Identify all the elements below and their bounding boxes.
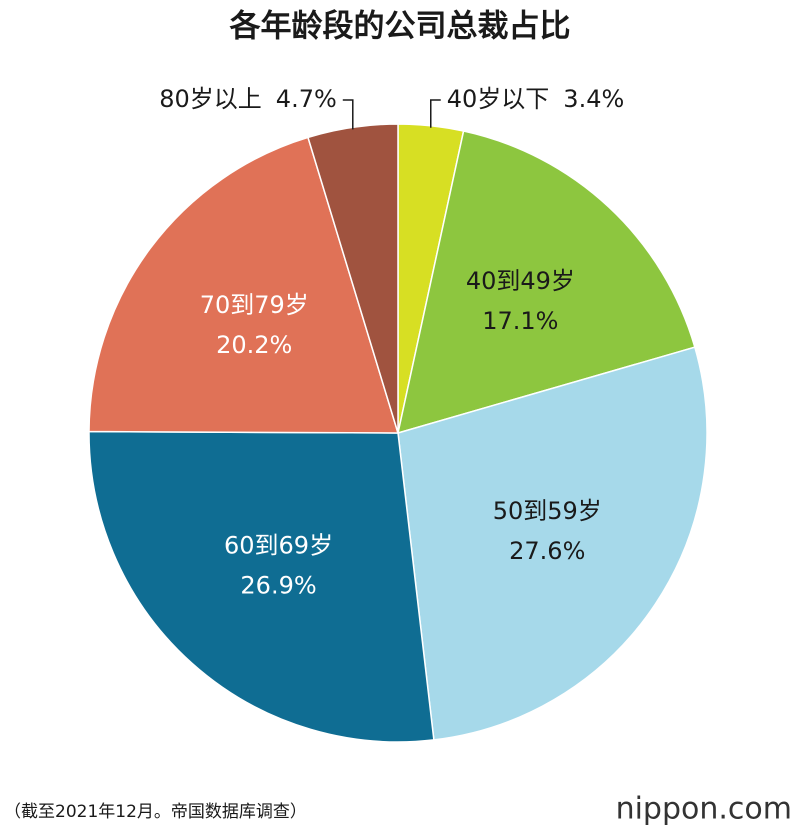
value-label: 17.1% (482, 307, 558, 335)
pie-slice (397, 130, 696, 435)
chart-title: 各年龄段的公司总裁占比 (229, 9, 571, 45)
slice-label: 80岁以上 4.7% (159, 85, 337, 113)
category-label: 40岁以下 (447, 85, 550, 113)
value-label: 4.7% (276, 85, 337, 113)
source-note: （截至2021年12月。帝国数据库调查） (4, 802, 307, 822)
slice-label: 40岁以下 3.4% (447, 85, 625, 113)
category-label: 70到79岁 (200, 291, 309, 319)
category-label: 50到59岁 (493, 497, 602, 525)
value-label: 3.4% (563, 85, 624, 113)
value-label: 20.2% (216, 331, 292, 359)
pie-slice (88, 430, 435, 743)
leader-line (430, 99, 441, 128)
leader-line (342, 99, 354, 130)
category-label: 80岁以上 (159, 85, 262, 113)
pie-slice (397, 346, 708, 741)
pie-slice (88, 136, 400, 434)
logo: nippon.com (616, 792, 792, 827)
value-label: 26.9% (240, 572, 316, 600)
category-label: 60到69岁 (224, 532, 333, 560)
category-label: 40到49岁 (466, 267, 575, 295)
value-label: 27.6% (509, 537, 585, 565)
